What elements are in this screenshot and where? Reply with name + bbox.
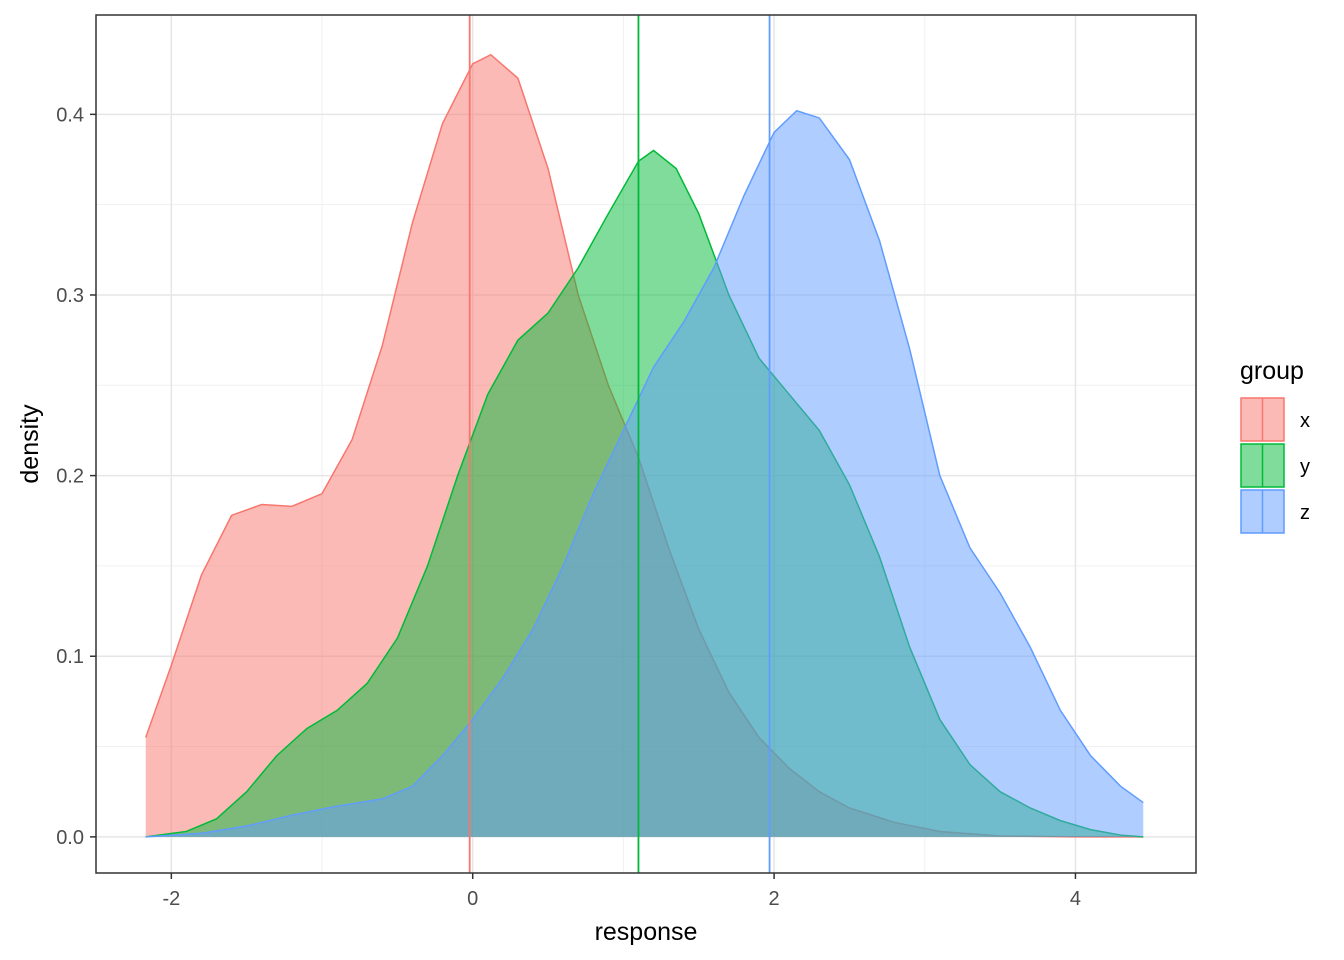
x-tick-label: 2 xyxy=(769,888,780,910)
y-tick-label: 0.0 xyxy=(56,827,84,849)
legend-label-z: z xyxy=(1300,502,1310,524)
y-axis-title: density xyxy=(16,404,44,484)
x-tick-label: 4 xyxy=(1070,888,1081,910)
legend-title: group xyxy=(1240,357,1304,385)
x-tick-label: -2 xyxy=(162,888,180,910)
legend-label-y: y xyxy=(1300,456,1310,478)
x-axis-ticks: -2 0 2 4 xyxy=(162,873,1081,910)
legend: group x y z xyxy=(1240,357,1310,534)
x-tick-label: 0 xyxy=(467,888,478,910)
mean-lines xyxy=(468,15,771,873)
x-axis-title: response xyxy=(595,918,698,946)
y-tick-label: 0.4 xyxy=(56,104,84,126)
plot-border xyxy=(95,14,1197,874)
legend-label-x: x xyxy=(1300,410,1310,432)
y-tick-label: 0.3 xyxy=(56,285,84,307)
density-area-z xyxy=(145,110,1144,837)
density-outline-z xyxy=(145,109,1144,838)
y-tick-label: 0.1 xyxy=(56,646,84,668)
y-axis-ticks: 0.0 0.1 0.2 0.3 0.4 xyxy=(56,104,96,849)
y-tick-label: 0.2 xyxy=(56,466,84,488)
density-areas xyxy=(145,53,1144,838)
